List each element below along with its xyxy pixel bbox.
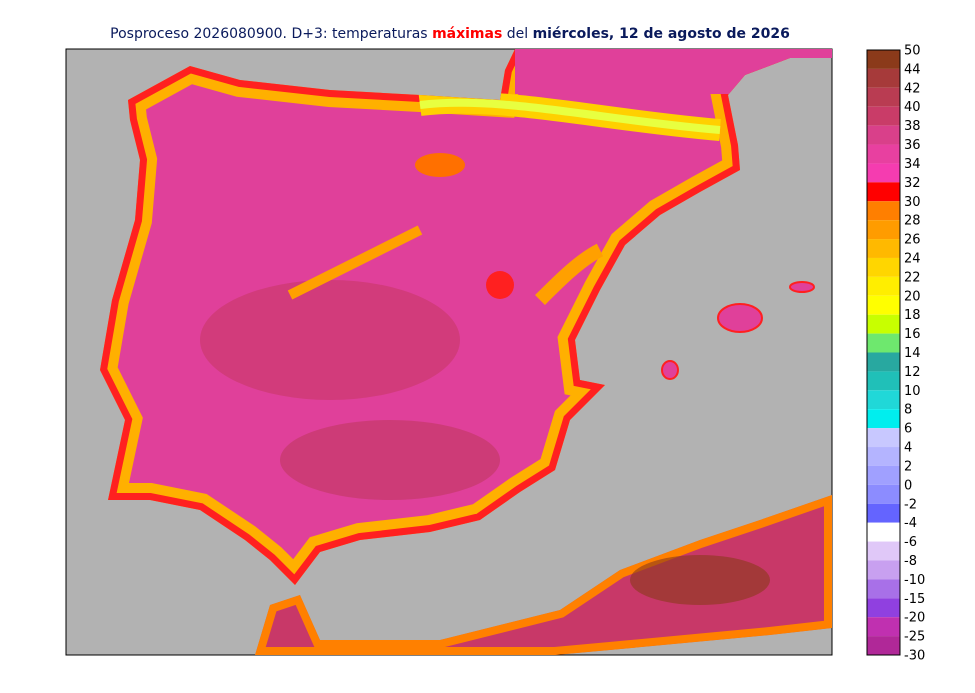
colorbar-box (867, 333, 900, 353)
colorbar-label: 40 (904, 100, 921, 115)
colorbar-box (867, 50, 900, 69)
colorbar-label: 2 (904, 459, 912, 474)
colorbar-label: -15 (904, 592, 925, 607)
africa (255, 495, 832, 655)
title-part: del (502, 26, 532, 42)
colorbar-box (867, 239, 900, 258)
colorbar-box (867, 106, 900, 126)
colorbar-box (867, 68, 900, 88)
colorbar-box (867, 598, 900, 618)
colorbar-box (867, 447, 900, 466)
colorbar-box (867, 465, 900, 485)
colorbar-label: 50 (904, 44, 921, 59)
map-area (65, 48, 833, 656)
colorbar-frame (866, 49, 901, 656)
colorbar-label: -20 (904, 611, 925, 626)
colorbar-label: -4 (904, 516, 917, 531)
colorbar-box (867, 295, 900, 315)
colorbar-box (867, 636, 900, 655)
colorbar-box (867, 163, 900, 183)
colorbar-label: 34 (904, 157, 921, 172)
colorbar-label: -25 (904, 630, 925, 645)
colorbar-label: 4 (904, 441, 912, 456)
colorbar-box (867, 484, 900, 504)
colorbar-box (867, 409, 900, 429)
map-title: Posproceso 2026080900. D+3: temperaturas… (110, 26, 790, 42)
colorbar-label: 24 (904, 251, 921, 266)
colorbar-label: 42 (904, 81, 921, 96)
colorbar-box (867, 314, 900, 334)
colorbar-box (867, 257, 900, 277)
colorbar-box (867, 371, 900, 391)
colorbar-box (867, 201, 900, 221)
title-part: Posproceso 2026080900. D+3: temperaturas (110, 26, 432, 42)
iberia (100, 49, 832, 585)
title-part: miércoles, 12 de agosto de 2026 (533, 26, 790, 42)
colorbar-label: 32 (904, 176, 921, 191)
colorbar-label: -10 (904, 573, 925, 588)
colorbar-box (867, 182, 900, 202)
colorbar-box (867, 579, 900, 599)
colorbar-label: 14 (904, 346, 921, 361)
colorbar-label: -30 (904, 649, 925, 664)
colorbar-box (867, 352, 900, 372)
colorbar-box (867, 390, 900, 410)
colorbar-label: 28 (904, 214, 921, 229)
colorbar-label: 6 (904, 422, 912, 437)
colorbar-label: 36 (904, 138, 921, 153)
colorbar-box (867, 503, 900, 523)
colorbar-box (867, 428, 900, 448)
colorbar-box (867, 276, 900, 296)
colorbar-box (867, 617, 900, 637)
colorbar-box (867, 541, 900, 561)
colorbar-box (867, 522, 900, 542)
colorbar-label: 26 (904, 233, 921, 248)
colorbar-label: 38 (904, 119, 921, 134)
title-part: máximas (432, 26, 502, 42)
mallorca (717, 303, 763, 333)
colorbar-label: 12 (904, 365, 921, 380)
colorbar-label: 18 (904, 308, 921, 323)
colorbar-label: -2 (904, 497, 917, 512)
ibiza (661, 360, 679, 380)
colorbar-label: 8 (904, 403, 912, 418)
colorbar-box (867, 87, 900, 107)
colorbar-label: 10 (904, 384, 921, 399)
colorbar-label: 44 (904, 62, 921, 77)
colorbar-label: -6 (904, 535, 917, 550)
colorbar-label: 20 (904, 289, 921, 304)
colorbar-label: 0 (904, 478, 912, 493)
colorbar-box (867, 125, 900, 145)
colorbar-label: 16 (904, 327, 921, 342)
colorbar: 5044424038363432302826242220181614121086… (866, 44, 925, 664)
colorbar-box (867, 144, 900, 164)
colorbar-label: -8 (904, 554, 917, 569)
colorbar-label: 30 (904, 195, 921, 210)
colorbar-box (867, 560, 900, 580)
colorbar-label: 22 (904, 270, 921, 285)
menorca (789, 281, 815, 293)
colorbar-box (867, 220, 900, 240)
